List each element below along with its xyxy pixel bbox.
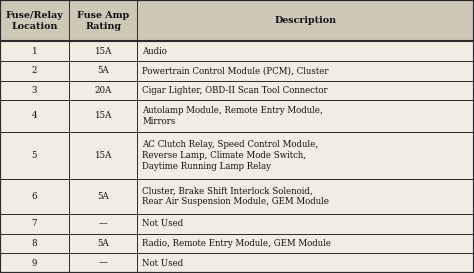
Bar bbox=[69, 132, 137, 179]
Text: Description: Description bbox=[275, 16, 337, 25]
Bar bbox=[137, 214, 474, 234]
Bar bbox=[0, 214, 69, 234]
Bar bbox=[69, 0, 137, 41]
Text: 20A: 20A bbox=[94, 86, 112, 95]
Text: 9: 9 bbox=[32, 259, 37, 268]
Text: 6: 6 bbox=[32, 192, 37, 201]
Text: Cluster, Brake Shift Interlock Solenoid,
Rear Air Suspension Module, GEM Module: Cluster, Brake Shift Interlock Solenoid,… bbox=[142, 186, 329, 206]
Text: 2: 2 bbox=[32, 66, 37, 75]
Text: —: — bbox=[99, 259, 108, 268]
Bar bbox=[69, 253, 137, 273]
Bar bbox=[137, 100, 474, 132]
Text: 5A: 5A bbox=[97, 66, 109, 75]
Text: 8: 8 bbox=[32, 239, 37, 248]
Text: 15A: 15A bbox=[94, 47, 112, 56]
Bar bbox=[0, 179, 69, 214]
Bar bbox=[69, 179, 137, 214]
Bar bbox=[0, 132, 69, 179]
Bar bbox=[137, 179, 474, 214]
Text: 3: 3 bbox=[32, 86, 37, 95]
Bar bbox=[137, 0, 474, 41]
Text: Not Used: Not Used bbox=[142, 259, 183, 268]
Text: Audio: Audio bbox=[142, 47, 167, 56]
Text: 15A: 15A bbox=[94, 111, 112, 120]
Bar bbox=[0, 41, 69, 61]
Text: Not Used: Not Used bbox=[142, 219, 183, 229]
Bar bbox=[69, 214, 137, 234]
Bar bbox=[137, 81, 474, 100]
Bar bbox=[0, 81, 69, 100]
Bar bbox=[137, 61, 474, 81]
Bar bbox=[69, 100, 137, 132]
Bar bbox=[0, 61, 69, 81]
Bar bbox=[137, 253, 474, 273]
Text: Radio, Remote Entry Module, GEM Module: Radio, Remote Entry Module, GEM Module bbox=[142, 239, 331, 248]
Bar bbox=[69, 81, 137, 100]
Text: 1: 1 bbox=[32, 47, 37, 56]
Text: 15A: 15A bbox=[94, 151, 112, 160]
Text: 5: 5 bbox=[32, 151, 37, 160]
Text: Powertrain Control Module (PCM), Cluster: Powertrain Control Module (PCM), Cluster bbox=[142, 66, 328, 75]
Bar bbox=[137, 234, 474, 253]
Bar bbox=[69, 61, 137, 81]
Bar bbox=[69, 234, 137, 253]
Text: Fuse/Relay
Location: Fuse/Relay Location bbox=[6, 11, 63, 31]
Bar bbox=[0, 234, 69, 253]
Text: —: — bbox=[99, 219, 108, 229]
Bar bbox=[137, 41, 474, 61]
Text: 5A: 5A bbox=[97, 239, 109, 248]
Text: Autolamp Module, Remote Entry Module,
Mirrors: Autolamp Module, Remote Entry Module, Mi… bbox=[142, 106, 323, 126]
Text: Cigar Lighter, OBD-II Scan Tool Connector: Cigar Lighter, OBD-II Scan Tool Connecto… bbox=[142, 86, 328, 95]
Bar bbox=[0, 0, 69, 41]
Bar bbox=[137, 132, 474, 179]
Bar bbox=[69, 41, 137, 61]
Text: AC Clutch Relay, Speed Control Module,
Reverse Lamp, Climate Mode Switch,
Daytim: AC Clutch Relay, Speed Control Module, R… bbox=[142, 140, 319, 171]
Bar bbox=[0, 253, 69, 273]
Text: 5A: 5A bbox=[97, 192, 109, 201]
Text: 4: 4 bbox=[32, 111, 37, 120]
Text: 7: 7 bbox=[32, 219, 37, 229]
Text: Fuse Amp
Rating: Fuse Amp Rating bbox=[77, 11, 129, 31]
Bar bbox=[0, 100, 69, 132]
